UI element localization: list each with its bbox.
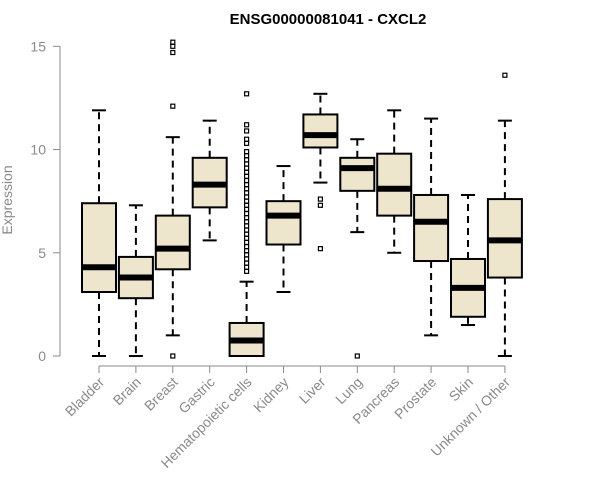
y-axis-label: Expression xyxy=(0,165,15,234)
outlier-2-2 xyxy=(170,49,176,56)
box-group-4 xyxy=(228,91,265,357)
y-axis: 0 5 10 15 xyxy=(30,38,61,364)
outlier-4-29 xyxy=(244,149,250,155)
outlier-4-27 xyxy=(244,157,250,163)
outlier-11-0 xyxy=(502,72,508,78)
x-tick-label-6: Liver xyxy=(296,374,329,407)
box-group-9 xyxy=(413,117,450,337)
box-group-8 xyxy=(376,109,413,254)
outlier-6-0 xyxy=(317,246,323,252)
outlier-2-4 xyxy=(170,39,176,45)
box-group-5 xyxy=(265,165,302,293)
outlier-4-33 xyxy=(244,122,250,128)
outlier-4-16 xyxy=(244,202,250,208)
outlier-4-11 xyxy=(244,223,250,229)
outlier-4-34 xyxy=(244,91,250,97)
outlier-4-8 xyxy=(244,235,250,241)
outlier-4-24 xyxy=(244,169,250,175)
box-0 xyxy=(81,202,117,293)
y-tick-label-3: 15 xyxy=(30,38,46,54)
y-tick-label-1: 5 xyxy=(38,245,46,261)
x-tick-label-1: Brain xyxy=(110,374,144,408)
outlier-7-0 xyxy=(354,353,360,359)
outlier-4-17 xyxy=(244,198,250,204)
outlier-4-21 xyxy=(244,182,250,188)
outlier-4-23 xyxy=(244,173,250,179)
box-5 xyxy=(265,200,302,246)
outlier-4-10 xyxy=(244,227,250,233)
outlier-4-9 xyxy=(244,231,250,237)
box-series xyxy=(81,39,523,359)
box-2 xyxy=(154,214,191,271)
outlier-4-20 xyxy=(244,186,250,192)
outlier-4-31 xyxy=(244,136,250,142)
box-group-7 xyxy=(339,138,376,359)
outlier-4-15 xyxy=(244,206,250,213)
outlier-4-14 xyxy=(244,210,250,217)
outlier-2-0 xyxy=(170,353,176,359)
outlier-2-3 xyxy=(170,43,176,49)
x-tick-label-9: Prostate xyxy=(391,374,439,422)
outlier-4-12 xyxy=(244,219,250,225)
y-tick-label-0: 0 xyxy=(38,348,46,364)
outlier-6-2 xyxy=(317,196,323,202)
box-group-10 xyxy=(450,193,486,327)
outlier-4-22 xyxy=(244,177,250,184)
outlier-4-13 xyxy=(244,215,250,221)
box-6 xyxy=(302,113,339,149)
box-9 xyxy=(413,193,450,263)
outlier-4-26 xyxy=(244,161,250,167)
box-group-0 xyxy=(81,109,117,357)
chart-title: ENSG00000081041 - CXCL2 xyxy=(230,11,427,28)
box-8 xyxy=(376,152,413,217)
x-tick-label-5: Kidney xyxy=(250,374,292,416)
outlier-6-1 xyxy=(317,202,323,208)
y-tick-label-2: 10 xyxy=(30,142,46,158)
box-group-1 xyxy=(117,204,154,357)
x-tick-label-0: Bladder xyxy=(62,374,108,420)
outlier-4-2 xyxy=(244,260,250,266)
outlier-4-1 xyxy=(244,264,250,270)
x-tick-label-10: Skin xyxy=(446,374,477,405)
outlier-4-32 xyxy=(244,128,250,134)
outlier-4-4 xyxy=(244,252,250,258)
box-group-3 xyxy=(191,119,228,242)
outlier-4-0 xyxy=(244,268,250,274)
outlier-4-7 xyxy=(244,239,250,246)
box-group-6 xyxy=(302,92,339,252)
box-group-11 xyxy=(486,72,523,357)
outlier-4-25 xyxy=(244,165,250,171)
x-tick-label-2: Breast xyxy=(141,374,181,414)
outlier-4-28 xyxy=(244,153,250,159)
outlier-4-30 xyxy=(244,140,250,146)
box-group-2 xyxy=(154,39,191,359)
outlier-4-19 xyxy=(244,190,250,196)
outlier-4-3 xyxy=(244,256,250,262)
outlier-2-1 xyxy=(170,103,176,109)
box-7 xyxy=(339,156,376,192)
outlier-4-5 xyxy=(244,248,250,254)
outlier-4-6 xyxy=(244,243,250,250)
outlier-4-18 xyxy=(244,194,250,200)
x-tick-label-7: Lung xyxy=(332,374,365,407)
